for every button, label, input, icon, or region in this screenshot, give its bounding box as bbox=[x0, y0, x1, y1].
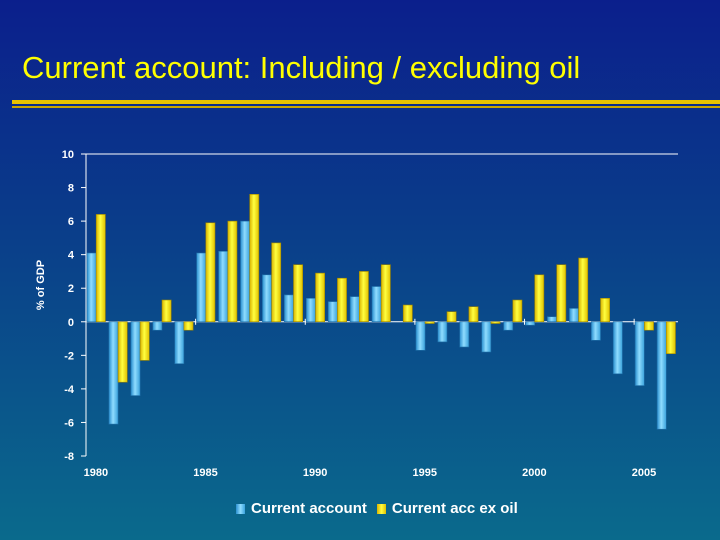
bar-ex-oil bbox=[490, 321, 501, 324]
y-axis-label: % of GDP bbox=[35, 260, 47, 310]
bar-current-account bbox=[130, 321, 141, 396]
bar-ex-oil bbox=[512, 299, 523, 323]
y-tick-label: -4 bbox=[64, 384, 75, 396]
bar-current-account bbox=[240, 220, 250, 323]
bar-current-account bbox=[108, 321, 119, 425]
bar-ex-oil bbox=[249, 194, 260, 323]
legend-label-current-account: Current account bbox=[251, 500, 367, 517]
x-tick-label: 1995 bbox=[413, 467, 437, 479]
title-rule bbox=[12, 100, 720, 104]
y-tick-label: -2 bbox=[64, 350, 74, 362]
bar-ex-oil bbox=[358, 271, 369, 322]
bar-ex-oil bbox=[161, 299, 172, 323]
bar-ex-oil bbox=[205, 222, 216, 323]
bar-ex-oil bbox=[600, 297, 610, 323]
bar-ex-oil bbox=[424, 321, 435, 324]
x-tick-label: 1990 bbox=[303, 467, 327, 479]
x-tick-label: 1985 bbox=[193, 467, 217, 479]
bar-ex-oil bbox=[95, 214, 106, 323]
x-tick-label: 2000 bbox=[522, 467, 546, 479]
bar-ex-oil bbox=[139, 321, 150, 361]
bar-ex-oil bbox=[293, 264, 303, 323]
y-tick-label: -8 bbox=[64, 451, 74, 463]
bar-current-account bbox=[305, 297, 316, 323]
slide-title: Current account: Including / excluding o… bbox=[22, 50, 581, 85]
bar-current-account bbox=[459, 321, 470, 348]
bar-ex-oil bbox=[380, 264, 391, 323]
y-tick-label: -6 bbox=[64, 417, 74, 429]
legend-swatch-blue bbox=[236, 503, 245, 514]
bar-current-account bbox=[569, 308, 579, 323]
bar-ex-oil bbox=[315, 272, 325, 323]
bar-ex-oil bbox=[534, 274, 545, 323]
bar-ex-oil bbox=[556, 264, 567, 323]
bar-current-account bbox=[437, 321, 448, 343]
bar-ex-oil bbox=[578, 257, 589, 323]
x-tick-label: 2005 bbox=[632, 467, 656, 479]
bar-current-account bbox=[196, 252, 207, 323]
x-tick-label: 1980 bbox=[84, 467, 108, 479]
bar-current-account bbox=[612, 321, 623, 375]
bar-current-account bbox=[86, 252, 97, 323]
bar-current-account bbox=[634, 321, 645, 386]
chart-labels: 10 8 6 4 2 0 -2 -4 -6 -8 1980 1985 1990 1995 2000 2005%… bbox=[35, 149, 656, 479]
bar-current-account bbox=[481, 321, 492, 353]
bar-current-account bbox=[174, 321, 185, 364]
bar-ex-oil bbox=[337, 277, 347, 323]
bar-current-account bbox=[547, 316, 557, 323]
y-tick-label: 2 bbox=[68, 283, 74, 295]
bar-current-account bbox=[327, 301, 338, 323]
bar-ex-oil bbox=[227, 220, 238, 323]
bar-ex-oil bbox=[644, 321, 654, 331]
bar-current-account bbox=[656, 321, 667, 430]
bar-current-account bbox=[152, 321, 163, 331]
bar-current-account bbox=[525, 321, 535, 326]
bar-ex-oil bbox=[183, 321, 194, 331]
bar-current-account bbox=[262, 274, 272, 323]
bar-ex-oil bbox=[468, 306, 479, 323]
y-tick-label: 4 bbox=[68, 250, 75, 262]
y-tick-label: 0 bbox=[68, 317, 74, 329]
title-rule-thin bbox=[12, 106, 720, 108]
bar-current-account bbox=[283, 294, 294, 322]
legend-item-current-account: Current account bbox=[236, 500, 367, 517]
y-tick-label: 8 bbox=[68, 183, 74, 195]
bar-current-account bbox=[590, 321, 601, 341]
bar-current-account bbox=[349, 296, 360, 323]
bar-ex-oil bbox=[665, 321, 676, 354]
y-tick-label: 10 bbox=[62, 149, 74, 161]
chart-legend: Current account Current acc ex oil bbox=[236, 500, 528, 517]
bar-ex-oil bbox=[402, 304, 413, 323]
legend-item-ex-oil: Current acc ex oil bbox=[376, 500, 518, 517]
legend-swatch-yellow bbox=[376, 503, 386, 514]
bar-current-account bbox=[415, 321, 426, 351]
y-tick-label: 6 bbox=[68, 216, 74, 228]
bar-ex-oil bbox=[446, 311, 457, 323]
chart-bars bbox=[86, 194, 676, 430]
bar-current-account bbox=[503, 321, 514, 331]
legend-label-ex-oil: Current acc ex oil bbox=[391, 500, 518, 517]
bar-current-account bbox=[371, 286, 382, 323]
bar-current-account bbox=[218, 251, 229, 323]
bar-ex-oil bbox=[271, 242, 282, 323]
bar-ex-oil bbox=[117, 321, 128, 383]
